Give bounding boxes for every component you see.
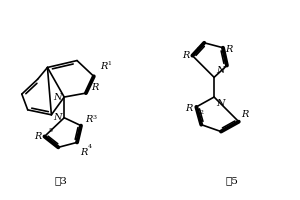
Text: R: R xyxy=(80,148,87,157)
Text: R: R xyxy=(182,51,189,60)
Text: 5: 5 xyxy=(48,128,52,133)
Text: R: R xyxy=(241,110,248,119)
Text: N: N xyxy=(53,113,61,122)
Text: R: R xyxy=(225,45,232,54)
Text: 4: 4 xyxy=(88,144,92,149)
Text: N: N xyxy=(53,93,61,102)
Text: R: R xyxy=(34,132,41,141)
Text: 1: 1 xyxy=(108,61,112,66)
Text: N: N xyxy=(216,99,225,108)
Text: R: R xyxy=(185,104,192,113)
Text: R: R xyxy=(85,115,92,124)
Text: 3: 3 xyxy=(93,115,97,120)
Text: R: R xyxy=(100,62,107,71)
Text: 式3: 式3 xyxy=(55,176,68,185)
Text: 式5: 式5 xyxy=(225,176,238,185)
Text: R: R xyxy=(91,83,98,92)
Text: 5: 5 xyxy=(196,47,200,52)
Text: N: N xyxy=(216,66,225,75)
Text: 2: 2 xyxy=(199,110,203,115)
